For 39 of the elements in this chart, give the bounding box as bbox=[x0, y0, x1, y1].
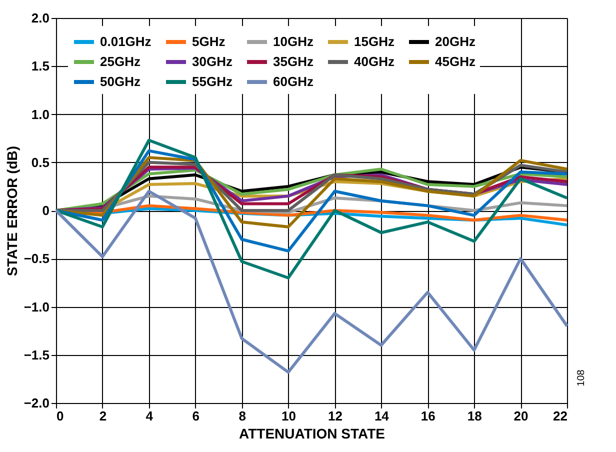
x-tick-label: 2 bbox=[99, 408, 107, 424]
legend-label: 50GHz bbox=[100, 74, 141, 89]
x-tick-label: 20 bbox=[514, 408, 528, 424]
legend-label: 35GHz bbox=[273, 54, 314, 69]
y-tick-label: −1.0 bbox=[24, 299, 50, 314]
y-tick-label: 2.0 bbox=[31, 10, 50, 26]
y-tick-label: −2.0 bbox=[24, 396, 50, 410]
legend-label: 40GHz bbox=[354, 54, 395, 69]
x-tick-label: 14 bbox=[374, 408, 390, 424]
legend-label: 20GHz bbox=[435, 34, 476, 49]
legend-label: 25GHz bbox=[100, 54, 141, 69]
legend-label: 55GHz bbox=[192, 74, 233, 89]
x-axis-title: ATTENUATION STATE bbox=[239, 426, 385, 442]
y-tick-label: −0.5 bbox=[24, 251, 50, 266]
legend-label: 0.01GHz bbox=[100, 34, 152, 49]
x-tick-label: 22 bbox=[553, 408, 568, 424]
y-tick-label: 1.5 bbox=[31, 58, 50, 74]
line-series bbox=[54, 190, 568, 374]
text: 108 bbox=[576, 369, 587, 386]
legend-label: 15GHz bbox=[354, 34, 395, 49]
legend-label: 10GHz bbox=[273, 34, 314, 49]
x-tick-label: 10 bbox=[282, 408, 296, 424]
legend-label: 5GHz bbox=[192, 34, 226, 49]
x-tick-label: 16 bbox=[420, 408, 436, 424]
x-tick-label: 8 bbox=[238, 408, 246, 424]
x-tick-label: 18 bbox=[467, 408, 482, 424]
x-tick-label: 0 bbox=[56, 408, 64, 424]
y-tick-label: 1.0 bbox=[31, 106, 50, 122]
y-tick-label: 0 bbox=[42, 203, 50, 218]
line-series bbox=[54, 138, 568, 280]
legend-label: 30GHz bbox=[192, 54, 233, 69]
x-tick-label: 12 bbox=[328, 408, 342, 424]
x-tick-label: 4 bbox=[146, 408, 154, 424]
legend-label: 45GHz bbox=[435, 54, 476, 69]
y-tick-label: −1.5 bbox=[24, 347, 50, 362]
legend-label: 60GHz bbox=[273, 74, 314, 89]
x-tick-label: 6 bbox=[192, 408, 200, 424]
y-tick-label: 0.5 bbox=[31, 154, 50, 170]
y-axis-title: STATE ERROR (dB) bbox=[4, 146, 20, 276]
